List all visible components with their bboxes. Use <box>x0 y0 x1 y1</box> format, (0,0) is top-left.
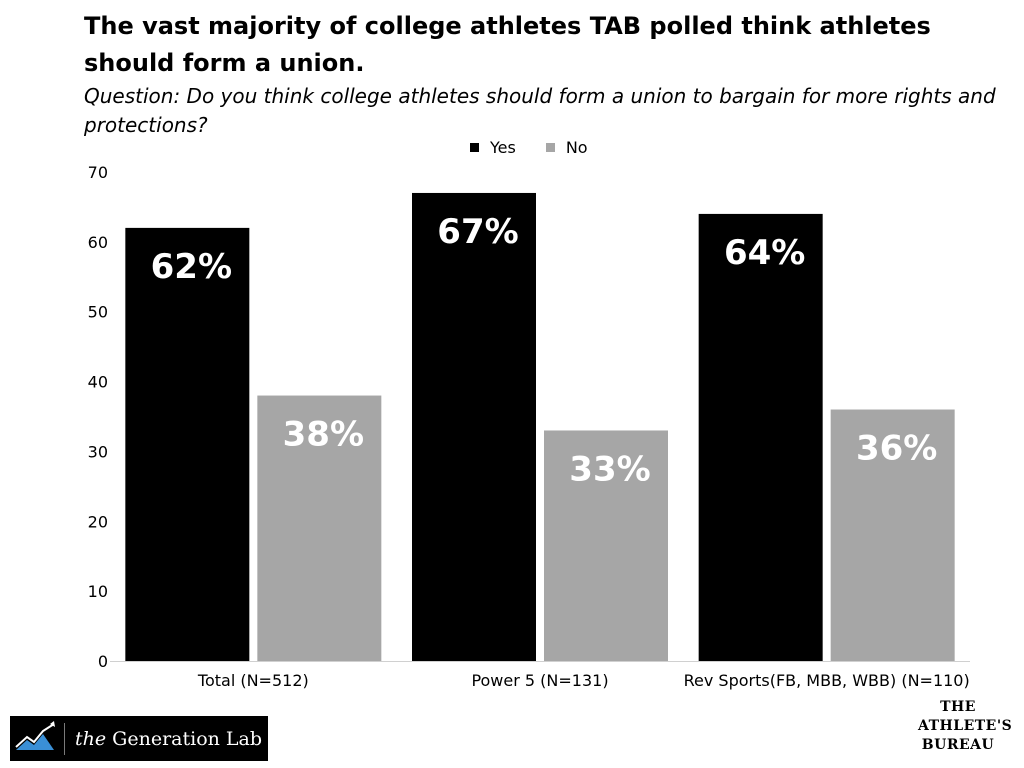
athletes-bureau-logo: THE ATHLETE'S BUREAU <box>918 698 1013 755</box>
bar-yes <box>412 192 536 661</box>
y-tick-label: 50 <box>88 303 108 322</box>
chart-legend: Yes No <box>470 136 618 158</box>
bureau-line-1: THE <box>940 699 976 715</box>
legend-label-no: No <box>565 137 588 157</box>
data-label: 33% <box>569 449 650 489</box>
legend-label-yes: Yes <box>490 137 516 157</box>
y-tick-label: 40 <box>88 373 108 392</box>
legend-item-no: No <box>545 137 588 157</box>
bar-yes <box>698 213 823 661</box>
y-tick-label: 0 <box>98 652 108 671</box>
bureau-line-3: BUREAU <box>921 737 995 753</box>
mountain-chart-icon <box>15 721 55 750</box>
generation-lab-wordmark: the Generation Lab <box>75 728 262 750</box>
legend-swatch-yes <box>470 142 479 152</box>
data-label: 67% <box>437 212 518 252</box>
data-label: 38% <box>283 415 364 455</box>
legend-item-yes: Yes <box>470 138 516 157</box>
bar-yes <box>125 227 250 661</box>
data-label: 64% <box>724 233 805 273</box>
y-tick-label: 60 <box>88 233 108 252</box>
bar-no <box>544 430 668 661</box>
y-tick-label: 10 <box>88 582 108 601</box>
bureau-line-2: ATHLETE'S <box>918 718 1013 734</box>
logo-name: Generation Lab <box>112 727 263 750</box>
chart-subtitle: Question: Do you think college athletes … <box>84 84 996 137</box>
bar-no <box>257 395 382 661</box>
bar-chart: 0 10 20 30 40 50 60 70 62% 38% Total (N=512) 67% 33%… <box>88 163 970 690</box>
chart-title: The vast majority of college athletes TA… <box>84 12 931 77</box>
x-category-label: Rev Sports(FB, MBB, WBB) (N=110) <box>684 671 970 690</box>
y-tick-label: 20 <box>88 512 108 531</box>
logo-the: the <box>75 727 107 750</box>
generation-lab-logo: the Generation Lab <box>10 716 268 761</box>
logo-divider <box>64 722 65 755</box>
legend-swatch-no <box>545 142 555 152</box>
x-category-label: Total (N=512) <box>197 671 309 690</box>
data-label: 36% <box>856 429 937 469</box>
data-label: 62% <box>151 247 232 287</box>
bar-no <box>830 409 955 661</box>
y-tick-label: 70 <box>88 163 108 182</box>
y-tick-label: 30 <box>88 442 108 461</box>
x-category-label: Power 5 (N=131) <box>471 671 608 690</box>
